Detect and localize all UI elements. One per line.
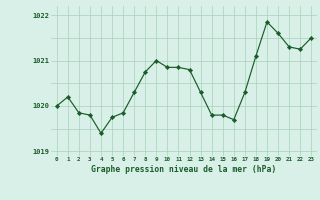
X-axis label: Graphe pression niveau de la mer (hPa): Graphe pression niveau de la mer (hPa)	[92, 165, 276, 174]
